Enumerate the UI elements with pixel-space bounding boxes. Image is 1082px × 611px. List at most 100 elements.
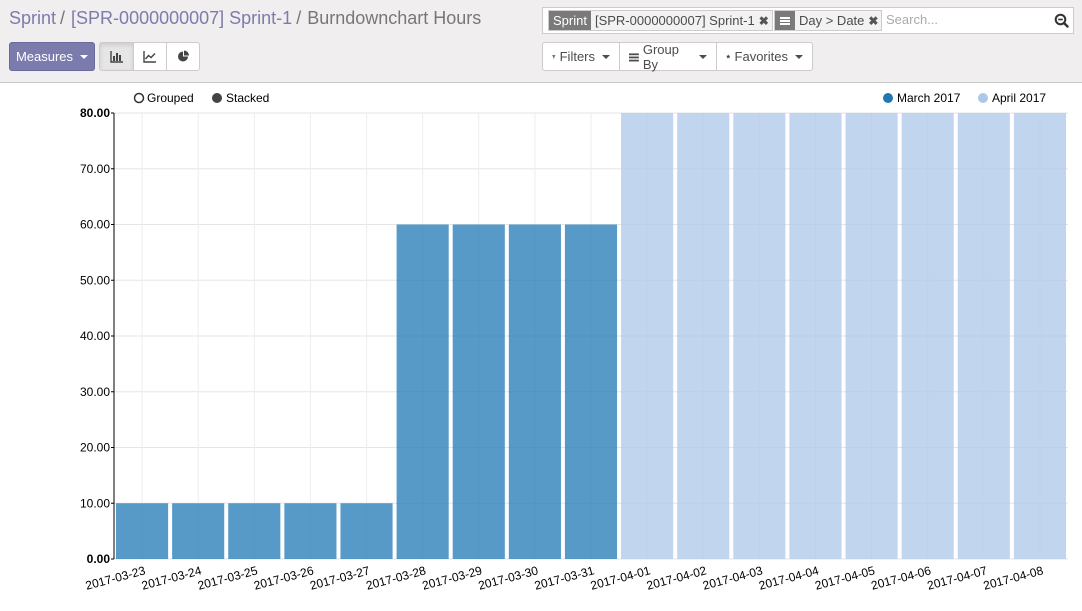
x-tick-label: 2017-04-04 [757,563,820,592]
caret-down-icon [80,55,88,59]
filters-button[interactable]: Filters [542,42,620,71]
bar-2017-04-07-series-1[interactable] [958,113,1010,559]
x-tick-label: 2017-04-02 [645,563,708,592]
stacked-toggle[interactable]: Stacked [212,91,269,105]
bar-2017-03-30-series-0[interactable] [509,225,561,560]
line-chart-icon [143,51,157,63]
measures-label: Measures [16,49,73,64]
search-facet-groupby: Day > Date ✖ [774,10,882,31]
search-options: Filters Group By Favorites [542,42,813,71]
y-tick-label: 70.00 [80,162,110,176]
group-by-label: Group By [643,42,692,72]
y-tick-label: 0.00 [87,552,111,566]
breadcrumb-separator: / [60,8,65,28]
star-icon [726,51,731,62]
x-tick-label: 2017-03-25 [196,563,259,592]
caret-down-icon [602,55,610,59]
breadcrumb-sprint-record[interactable]: [SPR-0000000007] Sprint-1 [71,8,292,28]
list-icon [629,52,639,62]
page-title: Burndownchart Hours [307,8,481,28]
x-tick-label: 2017-03-28 [365,563,428,592]
legend-swatch-march [883,93,893,103]
search-input[interactable] [886,12,1046,27]
y-tick-label: 80.00 [80,106,110,120]
grouped-radio-icon [135,94,144,103]
y-tick-label: 40.00 [80,329,110,343]
chart-mode-group [99,42,200,71]
x-tick-label: 2017-04-07 [926,563,989,592]
search-box: Sprint [SPR-0000000007] Sprint-1 ✖ Day >… [542,7,1074,34]
search-facet-sprint: Sprint [SPR-0000000007] Sprint-1 ✖ [548,10,773,31]
favorites-button[interactable]: Favorites [716,42,813,71]
breadcrumb-sprint[interactable]: Sprint [9,8,56,28]
bar-2017-04-06-series-1[interactable] [902,113,954,559]
remove-facet-icon[interactable]: ✖ [868,11,881,30]
facet-label: Sprint [549,11,591,30]
bar-2017-03-27-series-0[interactable] [340,503,392,559]
bar-2017-04-05-series-1[interactable] [846,113,898,559]
bar-2017-03-28-series-0[interactable] [397,225,449,560]
bar-2017-03-24-series-0[interactable] [172,503,224,559]
search-icon[interactable] [1054,13,1069,33]
bar-2017-04-02-series-1[interactable] [677,113,729,559]
facet-value: [SPR-0000000007] Sprint-1 [591,11,759,30]
favorites-label: Favorites [735,49,788,64]
x-tick-label: 2017-03-29 [421,563,484,592]
caret-down-icon [699,55,707,59]
grouped-label: Grouped [147,91,194,105]
legend-item-april[interactable]: April 2017 [978,91,1046,105]
pie-chart-button[interactable] [166,42,200,71]
legend-item-march[interactable]: March 2017 [883,91,961,105]
x-tick-label: 2017-03-24 [140,563,203,592]
legend-label-march: March 2017 [897,91,961,105]
remove-facet-icon[interactable]: ✖ [759,11,772,30]
y-tick-label: 10.00 [80,496,110,510]
breadcrumb: Sprint / [SPR-0000000007] Sprint-1/Burndow… [9,8,481,29]
breadcrumb-separator: / [296,8,301,28]
filter-icon [552,52,556,62]
y-tick-label: 20.00 [80,441,110,455]
list-icon [775,11,795,30]
legend-label-april: April 2017 [992,91,1046,105]
x-tick-label: 2017-03-30 [477,563,540,592]
bar-2017-03-31-series-0[interactable] [565,225,617,560]
x-tick-label: 2017-03-23 [84,563,147,592]
pie-chart-icon [177,50,190,63]
chart-area: Grouped Stacked March 2017 April 2017 0.… [0,83,1082,606]
bar-2017-04-08-series-1[interactable] [1014,113,1066,559]
grouped-toggle[interactable]: Grouped [135,91,194,105]
bar-2017-03-23-series-0[interactable] [116,503,168,559]
bar-2017-03-29-series-0[interactable] [453,225,505,560]
facet-value: Day > Date [795,11,868,30]
y-tick-label: 30.00 [80,385,110,399]
measures-button[interactable]: Measures [9,42,95,71]
group-by-button[interactable]: Group By [619,42,717,71]
x-tick-label: 2017-03-27 [308,563,371,592]
legend-swatch-april [978,93,988,103]
chart-legend: March 2017 April 2017 [883,91,1046,105]
stack-toggle: Grouped Stacked [135,91,270,105]
bar-chart-button[interactable] [99,42,134,71]
control-panel: Sprint / [SPR-0000000007] Sprint-1/Burndow… [0,0,1082,83]
bar-chart: Grouped Stacked March 2017 April 2017 0.… [0,83,1082,606]
x-tick-label: 2017-04-08 [982,563,1045,592]
stacked-label: Stacked [226,91,269,105]
y-tick-label: 60.00 [80,218,110,232]
bar-2017-04-03-series-1[interactable] [733,113,785,559]
x-tick-label: 2017-04-05 [813,563,876,592]
x-axis: 2017-03-232017-03-242017-03-252017-03-26… [84,563,1045,592]
bar-2017-03-25-series-0[interactable] [228,503,280,559]
y-axis: 0.00 10.00 20.00 30.00 40.00 50.00 60.00 70.00 8… [80,106,114,566]
bar-2017-04-04-series-1[interactable] [789,113,841,559]
x-tick-label: 2017-04-01 [589,563,652,592]
x-tick-label: 2017-03-26 [252,563,315,592]
x-tick-label: 2017-04-03 [701,563,764,592]
bar-2017-04-01-series-1[interactable] [621,113,673,559]
bar-chart-icon [110,51,124,63]
line-chart-button[interactable] [133,42,167,71]
caret-down-icon [795,55,803,59]
bar-2017-03-26-series-0[interactable] [284,503,336,559]
filters-label: Filters [560,49,595,64]
x-tick-label: 2017-04-06 [870,563,933,592]
y-tick-label: 50.00 [80,273,110,287]
